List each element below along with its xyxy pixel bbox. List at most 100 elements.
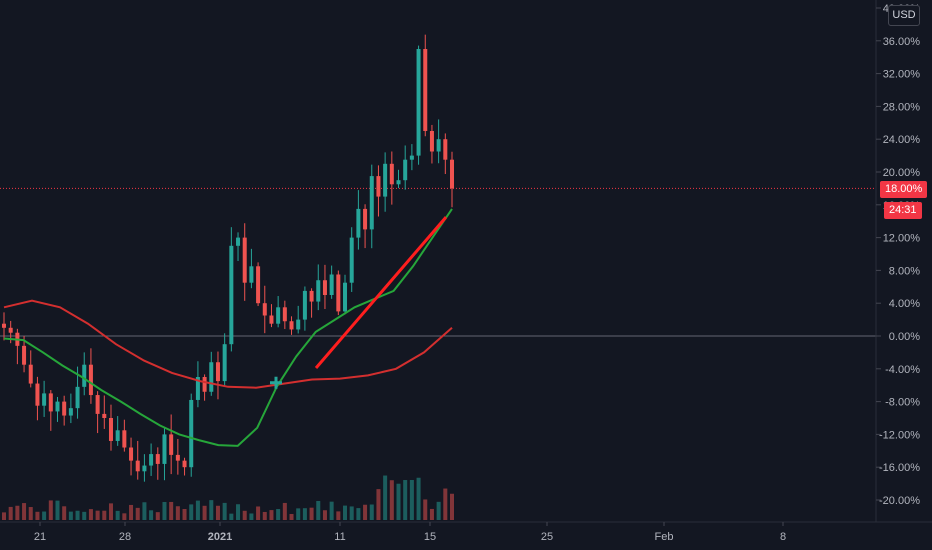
time-axis-tick-label: 25 (541, 531, 553, 543)
volume-layer (1, 475, 455, 520)
price-axis-tick-label: 8.00% (889, 265, 920, 277)
last-price-badge: 18.00% (880, 181, 928, 198)
candle-body (102, 413, 107, 418)
price-axis-tick-label: -8.00% (885, 397, 920, 409)
candle-body (316, 280, 321, 302)
candle-body (122, 430, 127, 448)
volume-bar (409, 479, 414, 520)
volume-bar (249, 513, 254, 520)
candle-body (436, 139, 441, 152)
volume-bar (202, 505, 207, 520)
time-axis[interactable]: 21 28 2021 11 15 25 Feb 8 (34, 522, 786, 543)
volume-bar (22, 503, 27, 520)
candle-body (449, 159, 455, 189)
volume-bar (443, 488, 448, 520)
time-axis-tick-label: 8 (780, 531, 786, 543)
volume-bar (449, 493, 455, 520)
candle-body (149, 454, 154, 466)
volume-bar (189, 504, 194, 520)
volume-bar (1, 512, 7, 520)
candle-body (289, 321, 294, 330)
price-axis-tick-label: 12.00% (883, 233, 921, 245)
candle-body (229, 245, 234, 345)
volume-bar (403, 480, 408, 520)
volume-bar (416, 477, 421, 520)
volume-bar (82, 511, 87, 520)
candle-body (169, 434, 174, 455)
candle-body (35, 383, 40, 406)
candle-body (236, 237, 241, 246)
volume-bar (229, 513, 234, 520)
candle-body (142, 465, 147, 472)
candle-body (429, 131, 434, 152)
price-axis-tick-label: 28.00% (883, 101, 921, 113)
currency-button[interactable]: USD (888, 5, 920, 26)
volume-bar (262, 511, 267, 520)
candle-body (215, 362, 220, 382)
volume-bar (102, 510, 107, 520)
price-axis-tick-label: 0.00% (889, 331, 920, 343)
volume-bar (129, 504, 134, 520)
candle-body (282, 307, 287, 322)
volume-bar (68, 511, 73, 520)
candle-body (396, 180, 401, 185)
candle-body (262, 303, 267, 316)
time-axis-tick-label: 21 (34, 531, 46, 543)
volume-bar (343, 505, 348, 520)
candle-body (202, 377, 207, 392)
candle-body (108, 418, 113, 441)
price-axis-tick-label: -20.00% (879, 495, 920, 507)
volume-bar (8, 506, 13, 520)
candle-body (95, 395, 100, 414)
price-axis-tick-label: 4.00% (889, 298, 920, 310)
volume-bar (309, 507, 314, 520)
volume-bar (376, 489, 381, 520)
candle-body (42, 393, 47, 406)
price-axis-tick-label: -16.00% (879, 462, 920, 474)
candle-body (423, 49, 428, 131)
volume-bar (155, 512, 160, 520)
candle-body (209, 362, 214, 392)
candle-body (322, 280, 327, 295)
price-axis-tick-label: 32.00% (883, 69, 921, 81)
candle-body (296, 319, 301, 330)
time-axis-tick-label: 2021 (208, 531, 232, 543)
candle-body (162, 434, 167, 464)
volume-bar (316, 500, 321, 520)
volume-bar (302, 508, 307, 520)
time-axis-tick-label: 15 (424, 531, 436, 543)
price-axis-tick-label: 36.00% (883, 36, 921, 48)
candle-body (256, 266, 261, 304)
candle-body (276, 307, 281, 324)
candle-body (75, 386, 80, 409)
volume-bar (322, 510, 327, 520)
candle-body (135, 460, 140, 472)
volume-bar (142, 502, 147, 520)
volume-bar (423, 499, 428, 520)
volume-bar (122, 513, 127, 520)
volume-bar (269, 510, 274, 520)
volume-bar (396, 483, 401, 520)
volume-bar (162, 501, 167, 520)
volume-bar (256, 506, 261, 520)
volume-bar (329, 501, 334, 520)
candle-body (242, 237, 247, 283)
volume-bar (349, 506, 354, 520)
volume-bar (15, 505, 20, 520)
volume-bar (436, 501, 441, 520)
candle-body (1, 323, 7, 328)
trendline[interactable] (314, 216, 448, 369)
price-axis-tick-label: -12.00% (879, 429, 920, 441)
volume-bar (48, 500, 53, 520)
candle-body (309, 290, 314, 302)
volume-bar (195, 500, 200, 520)
candle-body (22, 345, 27, 365)
volume-bar (222, 502, 227, 520)
time-axis-tick-label: 28 (119, 531, 131, 543)
candle-body (115, 430, 120, 441)
bar-countdown-badge: 24:31 (884, 202, 922, 219)
candle-body (28, 364, 33, 384)
candle-body (68, 408, 73, 416)
